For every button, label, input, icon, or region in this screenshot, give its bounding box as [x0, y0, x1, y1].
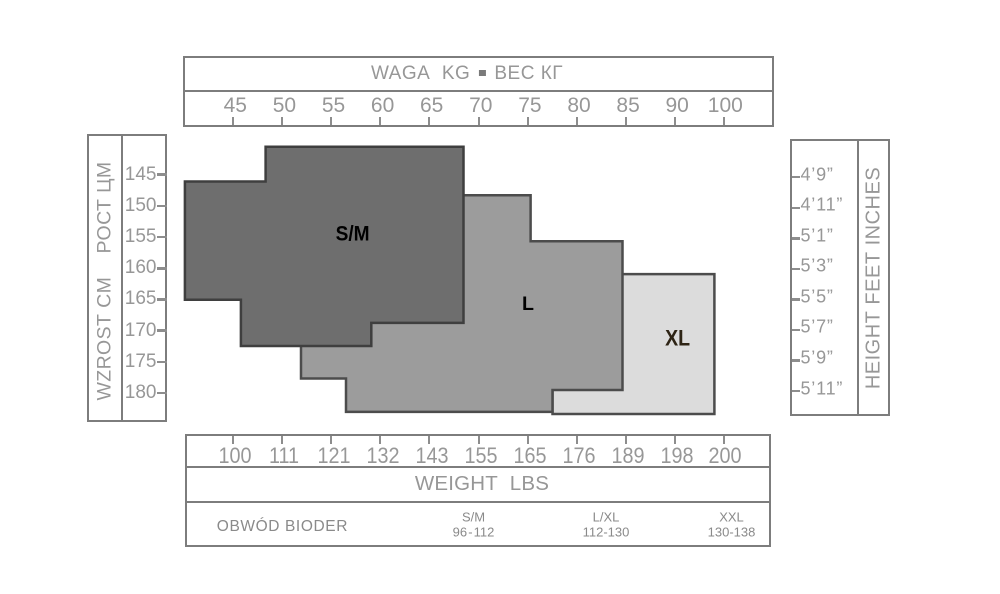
svg-text:XL: XL [665, 326, 690, 351]
svg-text:S/M: S/M [336, 222, 370, 245]
svg-text:L: L [522, 293, 534, 315]
